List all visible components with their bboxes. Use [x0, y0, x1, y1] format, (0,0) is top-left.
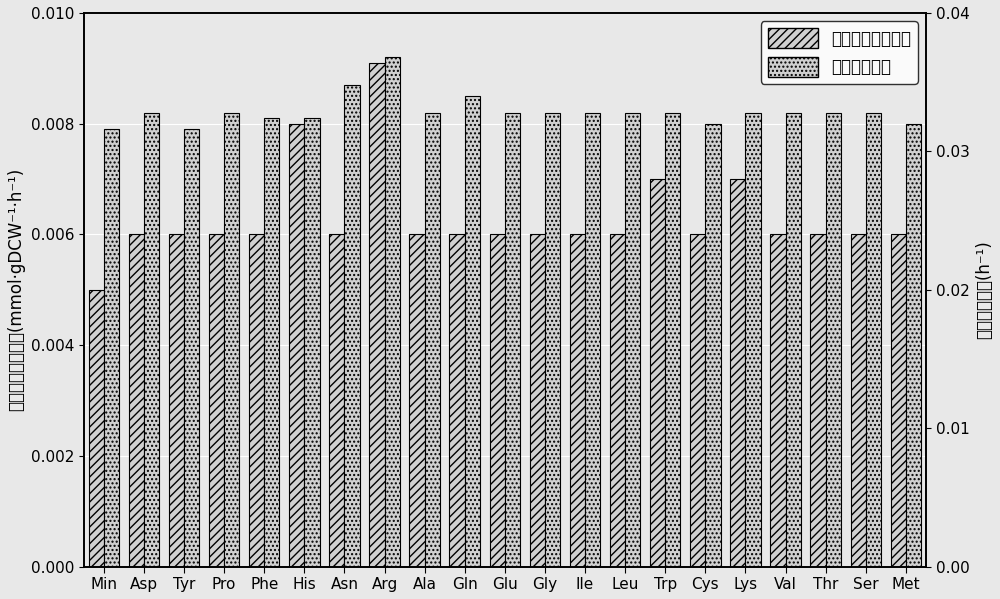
- Y-axis label: 细胞生长速率(h⁻¹): 细胞生长速率(h⁻¹): [975, 240, 993, 339]
- Bar: [505, 113, 520, 567]
- Bar: [129, 234, 144, 567]
- Bar: [329, 234, 344, 567]
- Bar: [249, 234, 264, 567]
- Bar: [866, 113, 881, 567]
- Bar: [585, 113, 600, 567]
- Bar: [369, 63, 385, 567]
- Bar: [665, 113, 680, 567]
- Bar: [144, 113, 159, 567]
- Bar: [730, 179, 745, 567]
- Bar: [570, 234, 585, 567]
- Bar: [289, 123, 304, 567]
- Bar: [906, 123, 921, 567]
- Bar: [705, 123, 721, 567]
- Bar: [425, 113, 440, 567]
- Bar: [545, 113, 560, 567]
- Bar: [209, 234, 224, 567]
- Bar: [810, 234, 826, 567]
- Bar: [104, 129, 119, 567]
- Bar: [169, 234, 184, 567]
- Bar: [690, 234, 705, 567]
- Bar: [264, 118, 279, 567]
- Bar: [184, 129, 199, 567]
- Bar: [625, 113, 640, 567]
- Bar: [650, 179, 665, 567]
- Bar: [530, 234, 545, 567]
- Bar: [786, 113, 801, 567]
- Bar: [610, 234, 625, 567]
- Bar: [224, 113, 239, 567]
- Bar: [891, 234, 906, 567]
- Bar: [344, 85, 360, 567]
- Bar: [770, 234, 786, 567]
- Bar: [409, 234, 425, 567]
- Bar: [826, 113, 841, 567]
- Legend: 阿卡波糖产生速率, 细胞生长速率: 阿卡波糖产生速率, 细胞生长速率: [761, 22, 918, 84]
- Bar: [449, 234, 465, 567]
- Bar: [465, 96, 480, 567]
- Y-axis label: 阿卡波糖产生速率(mmol·gDCW⁻¹·h⁻¹): 阿卡波糖产生速率(mmol·gDCW⁻¹·h⁻¹): [7, 168, 25, 412]
- Bar: [304, 118, 320, 567]
- Bar: [89, 290, 104, 567]
- Bar: [851, 234, 866, 567]
- Bar: [745, 113, 761, 567]
- Bar: [385, 58, 400, 567]
- Bar: [490, 234, 505, 567]
